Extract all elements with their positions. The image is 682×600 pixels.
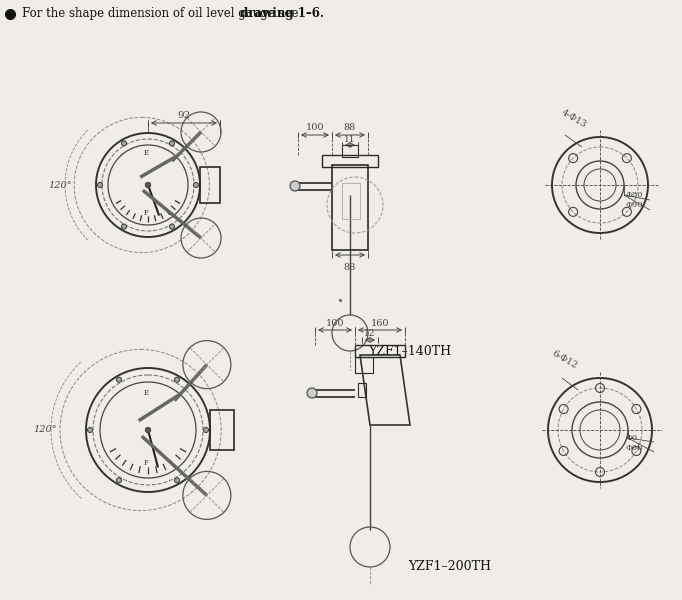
Bar — [200, 167, 220, 203]
Text: 12: 12 — [364, 329, 376, 338]
Circle shape — [175, 377, 179, 382]
Bar — [210, 410, 234, 450]
Bar — [355, 345, 405, 357]
Circle shape — [87, 427, 93, 433]
Text: 92: 92 — [177, 112, 191, 121]
Circle shape — [194, 182, 198, 187]
Circle shape — [121, 224, 126, 229]
Bar — [342, 183, 360, 219]
Bar — [358, 383, 366, 397]
Text: 6-Φ12: 6-Φ12 — [550, 349, 578, 370]
Text: 4-Φ13: 4-Φ13 — [560, 107, 589, 129]
Text: 11: 11 — [344, 134, 356, 143]
Text: Φ0: Φ0 — [626, 434, 638, 442]
Circle shape — [145, 182, 151, 188]
Circle shape — [117, 478, 121, 483]
Circle shape — [117, 377, 121, 382]
Text: drawing 1–6.: drawing 1–6. — [240, 7, 324, 20]
Bar — [342, 145, 358, 157]
Text: F: F — [144, 209, 149, 217]
Text: 100: 100 — [326, 319, 344, 328]
Circle shape — [145, 427, 151, 433]
Text: Φ90: Φ90 — [626, 201, 644, 209]
Text: 120°: 120° — [48, 181, 72, 190]
Circle shape — [203, 427, 209, 433]
Bar — [355, 357, 373, 373]
Text: YZF1–200TH: YZF1–200TH — [409, 560, 492, 573]
Text: 120°: 120° — [33, 425, 57, 434]
Text: Φ0b: Φ0b — [626, 444, 644, 452]
Text: 88: 88 — [344, 124, 356, 133]
Text: Φ80: Φ80 — [626, 191, 644, 199]
Circle shape — [307, 388, 317, 398]
Text: YZF1–140TH: YZF1–140TH — [368, 345, 451, 358]
Text: 100: 100 — [306, 124, 324, 133]
Circle shape — [121, 141, 126, 146]
Circle shape — [175, 478, 179, 483]
Text: E: E — [143, 149, 149, 157]
Circle shape — [170, 141, 175, 146]
Text: 160: 160 — [371, 319, 389, 328]
Text: For the shape dimension of oil level gauge see: For the shape dimension of oil level gau… — [22, 7, 302, 20]
Text: F: F — [144, 459, 149, 467]
Circle shape — [98, 182, 102, 187]
Bar — [332, 165, 368, 250]
Bar — [322, 155, 378, 167]
Circle shape — [170, 224, 175, 229]
Text: 88: 88 — [344, 263, 356, 272]
Circle shape — [290, 181, 300, 191]
Text: E: E — [143, 389, 149, 397]
